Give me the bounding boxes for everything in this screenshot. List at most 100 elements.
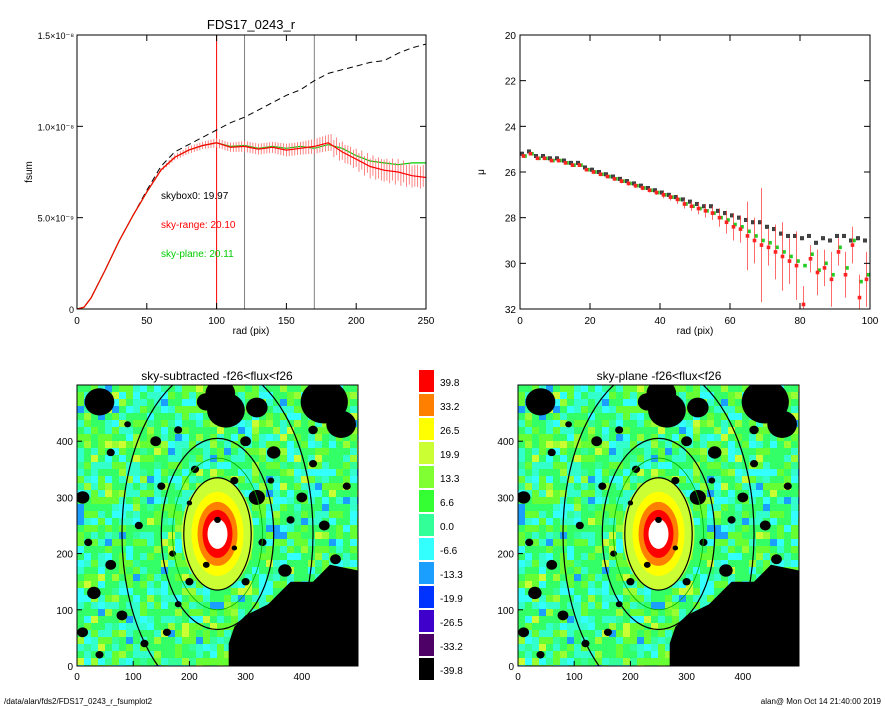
noise-cell xyxy=(252,574,260,582)
noise-cell xyxy=(777,476,785,484)
noise-cell xyxy=(560,539,568,547)
noise-cell xyxy=(693,518,701,526)
noise-cell xyxy=(77,455,85,463)
colorbar-swatch xyxy=(419,658,434,680)
noise-cell xyxy=(693,511,701,519)
noise-cell xyxy=(728,462,736,470)
noise-cell xyxy=(539,497,547,505)
noise-cell xyxy=(546,588,554,596)
noise-cell xyxy=(560,525,568,533)
noise-cell xyxy=(616,469,624,477)
noise-cell xyxy=(280,434,288,442)
noise-cell xyxy=(665,637,673,645)
noise-cell xyxy=(553,385,561,393)
noise-cell xyxy=(567,392,575,400)
noise-cell xyxy=(280,504,288,512)
noise-cell xyxy=(588,567,596,575)
noise-cell xyxy=(588,399,596,407)
noise-cell xyxy=(266,406,274,414)
noise-cell xyxy=(147,455,155,463)
noise-cell xyxy=(693,504,701,512)
noise-cell xyxy=(581,539,589,547)
noise-cell xyxy=(728,399,736,407)
noise-cell xyxy=(532,623,540,631)
noise-cell xyxy=(637,581,645,589)
noise-cell xyxy=(273,427,281,435)
noise-cell xyxy=(98,609,106,617)
noise-cell xyxy=(735,448,743,456)
noise-cell xyxy=(560,644,568,652)
noise-cell xyxy=(301,511,309,519)
noise-cell xyxy=(532,413,540,421)
noise-cell xyxy=(700,462,708,470)
data-point xyxy=(843,272,848,277)
noise-cell xyxy=(252,504,260,512)
noise-cell xyxy=(567,469,575,477)
noise-cell xyxy=(651,630,659,638)
noise-cell xyxy=(742,518,750,526)
noise-cell xyxy=(266,420,274,428)
noise-cell xyxy=(539,553,547,561)
data-point xyxy=(787,259,792,263)
noise-cell xyxy=(273,406,281,414)
noise-cell xyxy=(147,553,155,561)
noise-cell xyxy=(518,420,526,428)
noise-cell xyxy=(574,455,582,463)
noise-cell xyxy=(623,427,631,435)
noise-cell xyxy=(553,469,561,477)
data-point xyxy=(773,250,778,254)
noise-cell xyxy=(602,413,610,421)
noise-cell xyxy=(147,427,155,435)
noise-cell xyxy=(98,476,106,484)
noise-cell xyxy=(112,602,120,610)
noise-cell xyxy=(560,602,568,610)
noise-cell xyxy=(182,602,190,610)
noise-cell xyxy=(518,511,526,519)
noise-cell xyxy=(294,504,302,512)
noise-cell xyxy=(532,532,540,540)
noise-cell xyxy=(609,616,617,624)
noise-cell xyxy=(126,581,134,589)
noise-cell xyxy=(133,413,141,421)
noise-cell xyxy=(574,406,582,414)
noise-cell xyxy=(553,518,561,526)
noise-cell xyxy=(77,602,85,610)
noise-cell xyxy=(637,476,645,484)
noise-cell xyxy=(315,567,323,575)
noise-cell xyxy=(336,448,344,456)
masked-source xyxy=(749,425,759,435)
noise-cell xyxy=(147,476,155,484)
noise-cell xyxy=(98,504,106,512)
noise-cell xyxy=(686,469,694,477)
noise-cell xyxy=(77,644,85,652)
noise-cell xyxy=(140,525,148,533)
noise-cell xyxy=(245,469,253,477)
noise-cell xyxy=(623,588,631,596)
noise-cell xyxy=(644,637,652,645)
noise-cell xyxy=(686,420,694,428)
noise-cell xyxy=(280,546,288,554)
noise-cell xyxy=(119,420,127,428)
noise-cell xyxy=(588,595,596,603)
noise-cell xyxy=(756,476,764,484)
noise-cell xyxy=(315,476,323,484)
noise-cell xyxy=(91,616,99,624)
noise-cell xyxy=(77,525,85,533)
noise-cell xyxy=(546,497,554,505)
noise-cell xyxy=(189,427,197,435)
noise-cell xyxy=(707,434,715,442)
noise-cell xyxy=(336,539,344,547)
noise-cell xyxy=(630,392,638,400)
noise-cell xyxy=(161,518,169,526)
noise-cell xyxy=(182,588,190,596)
noise-cell xyxy=(560,574,568,582)
noise-cell xyxy=(728,385,736,393)
noise-cell xyxy=(630,434,638,442)
noise-cell xyxy=(217,651,225,659)
noise-cell xyxy=(161,658,169,666)
noise-cell xyxy=(175,483,183,491)
data-point xyxy=(745,234,750,238)
noise-cell xyxy=(112,427,120,435)
y-tick-label: 5.0×10⁻⁹ xyxy=(38,214,75,224)
noise-cell xyxy=(770,511,778,519)
